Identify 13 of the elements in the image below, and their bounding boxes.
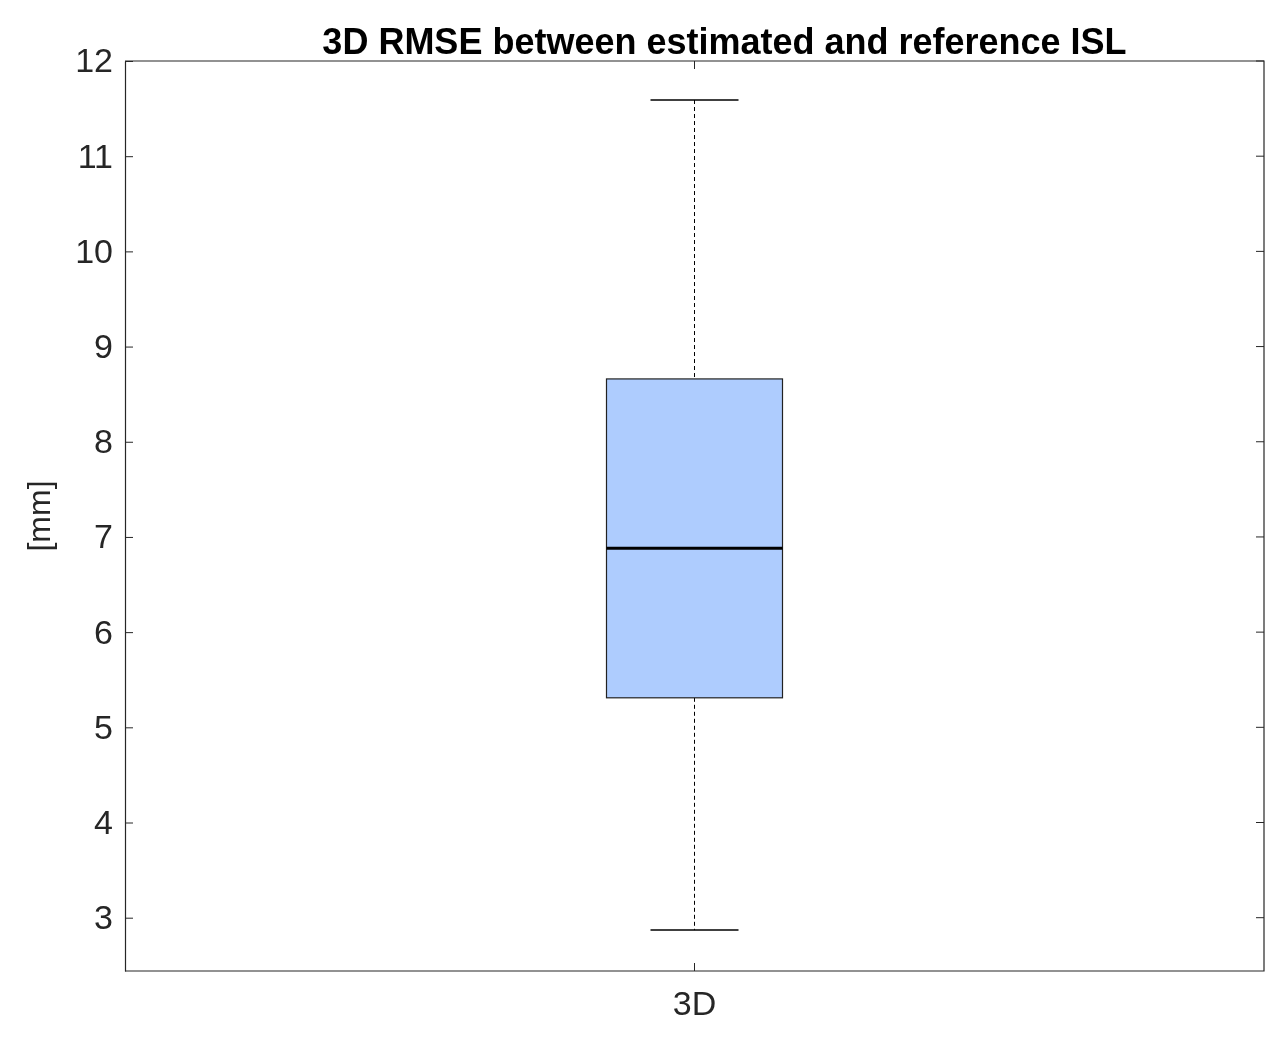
y-tick-label: 6 <box>94 612 113 651</box>
y-tick-label: 11 <box>77 136 113 175</box>
y-tick-label: 4 <box>94 802 113 841</box>
y-tick-label: 3 <box>94 898 113 937</box>
chart-title: 3D RMSE between estimated and reference ISL <box>322 21 1127 62</box>
y-tick-label: 9 <box>94 326 113 365</box>
y-tick-label: 7 <box>94 517 113 556</box>
y-tick-label: 12 <box>75 41 113 80</box>
y-tick-label: 5 <box>94 707 113 746</box>
y-axis-title: [mm] <box>21 480 57 552</box>
y-tick-label: 10 <box>75 231 113 270</box>
y-tick-label: 8 <box>94 422 113 461</box>
x-tick-label: 3D <box>672 984 717 1022</box>
